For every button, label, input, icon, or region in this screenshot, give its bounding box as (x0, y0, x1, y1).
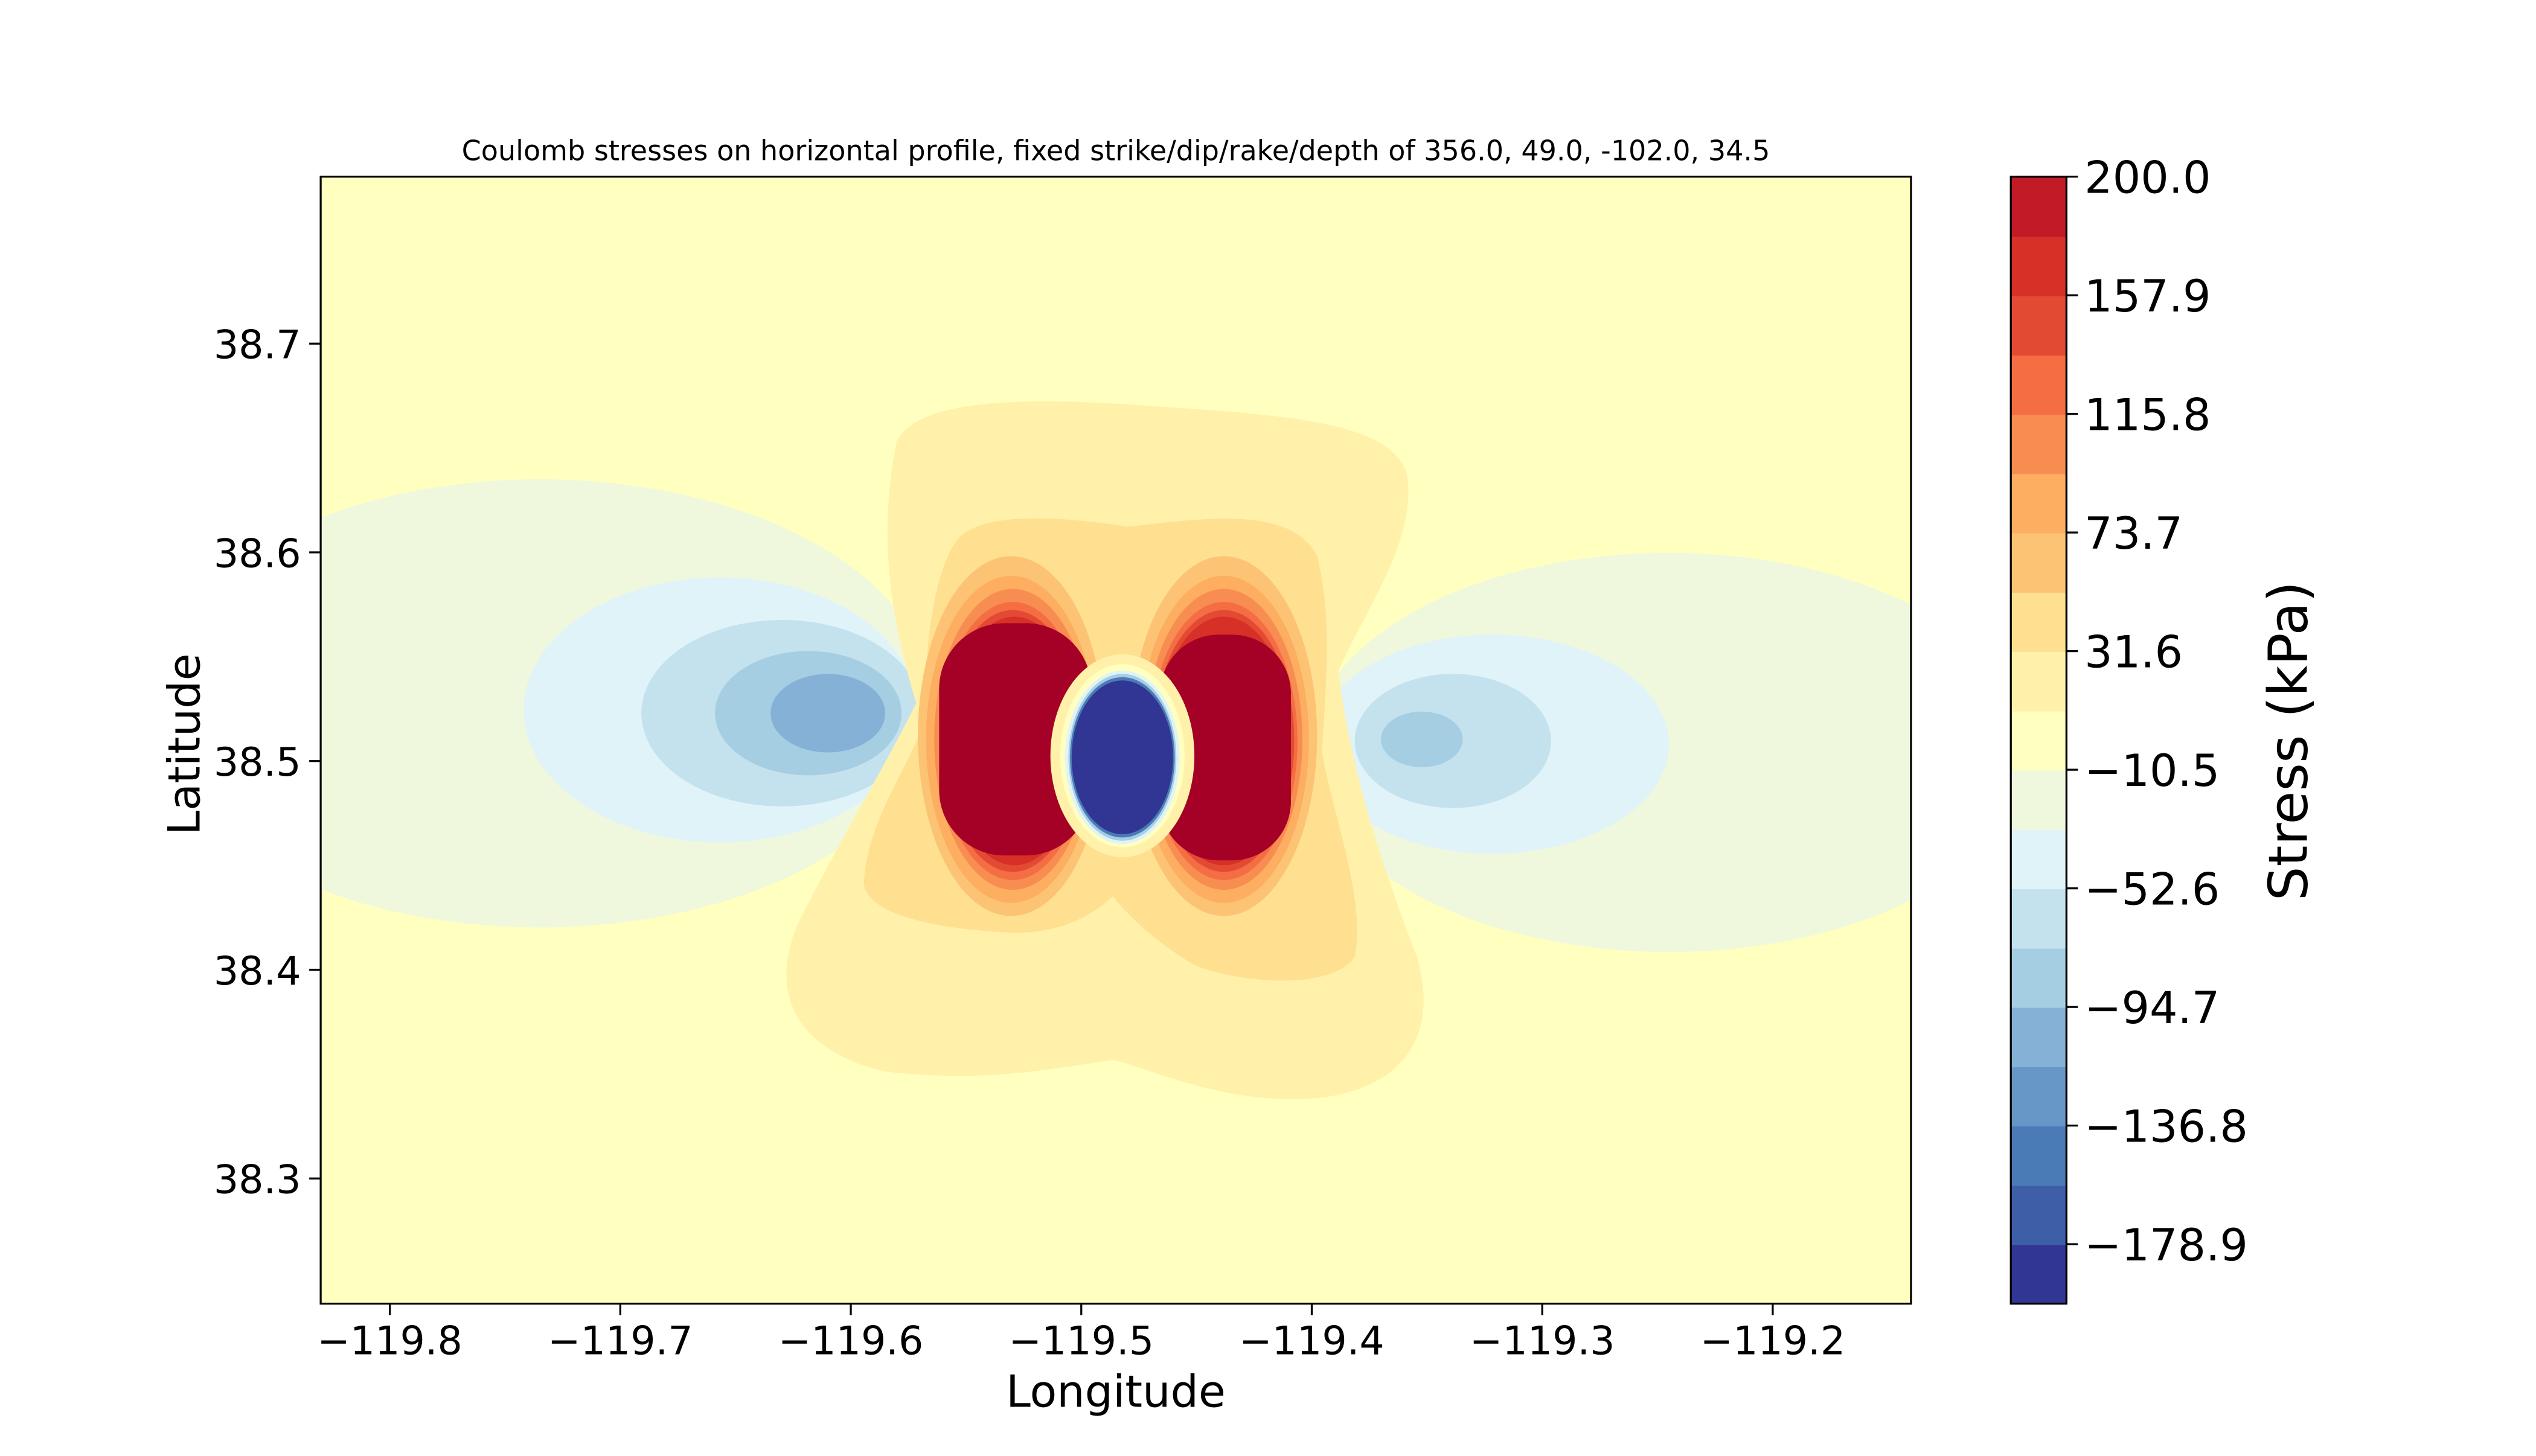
y-axis: 38.3 38.4 38.5 38.6 38.7 (214, 323, 321, 1203)
chart-title: Coulomb stresses on horizontal profile, … (462, 135, 1770, 167)
x-axis-label: Longitude (1006, 1366, 1226, 1417)
x-tick-label: −119.7 (548, 1319, 693, 1364)
colorbar-tick-label: −52.6 (2084, 864, 2220, 916)
contour-pos-left-max (939, 623, 1092, 856)
contour-neg-left-5 (770, 674, 885, 753)
colorbar-segment (2011, 651, 2067, 712)
colorbar-segment (2011, 888, 2067, 949)
y-tick-label: 38.5 (214, 740, 301, 785)
colorbar-tick-label: 157.9 (2084, 271, 2211, 322)
colorbar-tick-label: 31.6 (2084, 627, 2183, 679)
y-tick-label: 38.3 (214, 1158, 301, 1203)
colorbar-tick-label: 115.8 (2084, 390, 2211, 441)
colorbar-tick-label: −178.9 (2084, 1220, 2248, 1271)
x-tick-label: −119.6 (778, 1319, 924, 1364)
contour-plot-area (321, 176, 1911, 1304)
colorbar-frame (2009, 176, 2067, 1305)
colorbar (2011, 176, 2067, 1304)
contour-core-min (1071, 680, 1173, 834)
colorbar-tick-label: −136.8 (2084, 1102, 2248, 1153)
colorbar-segment (2011, 592, 2067, 653)
plot-frame (319, 176, 1912, 1305)
colorbar-segment (2011, 948, 2067, 1008)
colorbar-segment (2011, 1185, 2067, 1245)
contour-pos-right-max (1160, 634, 1291, 861)
colorbar-segment (2011, 413, 2067, 474)
y-tick-label: 38.7 (214, 323, 301, 368)
x-tick-label: −119.3 (1470, 1319, 1615, 1364)
colorbar-segment (2011, 1066, 2067, 1127)
colorbar-tick-label: −10.5 (2084, 746, 2220, 797)
x-tick-label: −119.8 (317, 1319, 463, 1364)
colorbar-segment (2011, 176, 2067, 237)
colorbar-tick-label: −94.7 (2084, 983, 2220, 1034)
colorbar-segment (2011, 710, 2067, 771)
contour-pos-left-lobe (918, 556, 1105, 916)
contour-pos-right-lobe (1130, 556, 1318, 916)
x-axis: −119.8 −119.7 −119.6 −119.5 −119.4 −119.3 −119… (317, 1303, 1846, 1364)
x-tick-label: −119.5 (1008, 1319, 1154, 1364)
y-axis-label: Latitude (159, 653, 211, 835)
x-tick-label: −119.4 (1239, 1319, 1385, 1364)
colorbar-ticks: 200.0 157.9 115.8 73.7 31.6 −10.5 −52.6 −94.7 −1… (2066, 153, 2248, 1271)
y-tick-label: 38.4 (214, 949, 301, 994)
colorbar-segment (2011, 295, 2067, 356)
colorbar-label: Stress (kPa) (2258, 581, 2320, 901)
colorbar-tick-label: 73.7 (2084, 508, 2183, 560)
colorbar-tick-label: 200.0 (2084, 153, 2211, 204)
x-tick-label: −119.2 (1700, 1319, 1846, 1364)
colorbar-segment (2011, 354, 2067, 415)
colorbar-segment (2011, 532, 2067, 593)
colorbar-segment (2011, 473, 2067, 534)
contour-neg-right-4 (1380, 711, 1463, 767)
colorbar-segment (2011, 770, 2067, 830)
contour-neg-core (1050, 654, 1195, 857)
colorbar-segment (2011, 829, 2067, 890)
colorbar-segment (2011, 1125, 2067, 1186)
colorbar-segment (2011, 1007, 2067, 1067)
colorbar-segment (2011, 1244, 2067, 1304)
colorbar-segment (2011, 236, 2067, 296)
y-tick-label: 38.6 (214, 531, 301, 576)
